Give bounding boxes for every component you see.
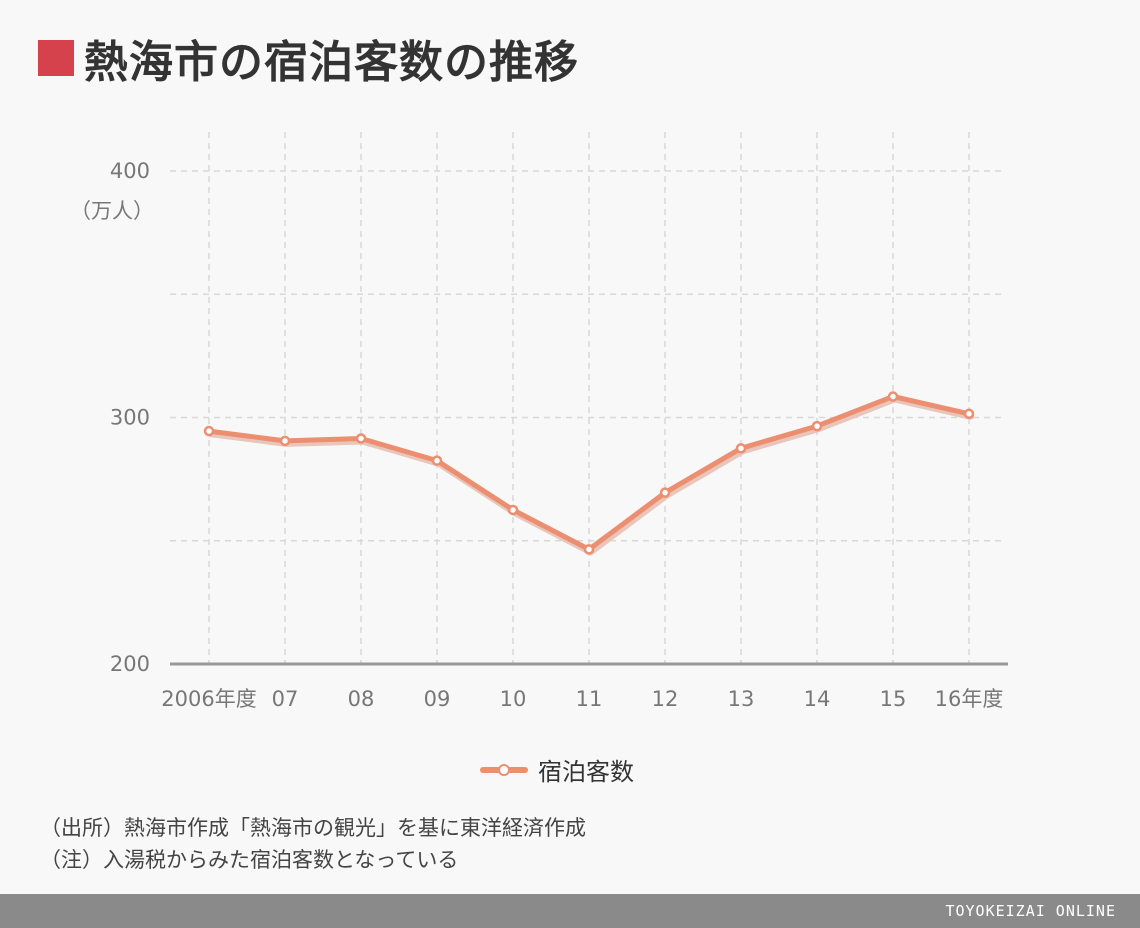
x-tick-label: 15 bbox=[880, 687, 907, 711]
x-tick-label: 16年度 bbox=[935, 687, 1004, 711]
x-tick-label: 07 bbox=[272, 687, 299, 711]
x-tick-label: 2006年度 bbox=[161, 687, 256, 711]
x-tick-label: 10 bbox=[500, 687, 527, 711]
x-tick-label: 11 bbox=[576, 687, 603, 711]
data-point bbox=[659, 487, 671, 498]
data-point bbox=[811, 420, 823, 432]
data-point bbox=[963, 408, 975, 420]
source-note: （出所）熱海市作成「熱海市の観光」を基に東洋経済作成 bbox=[40, 816, 586, 840]
chart-title: 熱海市の宿泊客数の推移 bbox=[38, 28, 579, 88]
series-line-shadow bbox=[207, 395, 974, 556]
data-point bbox=[735, 443, 747, 454]
x-tick-label: 09 bbox=[424, 687, 451, 711]
footer-bar: TOYOKEIZAI ONLINE bbox=[0, 894, 1140, 928]
brand-label: TOYOKEIZAI ONLINE bbox=[945, 902, 1116, 920]
title-text: 熱海市の宿泊客数の推移 bbox=[84, 37, 579, 88]
legend: 宿泊客数 bbox=[478, 752, 634, 787]
y-unit-label: （万人） bbox=[70, 199, 154, 223]
y-tick-label: 400 bbox=[110, 159, 150, 183]
data-point bbox=[887, 391, 899, 402]
x-tick-label: 08 bbox=[348, 687, 375, 711]
data-point bbox=[279, 435, 291, 447]
data-point bbox=[507, 504, 519, 516]
line-chart: 200 300 400 2006年度 07 08 09 10 11 12 13 14 15 16年度 （万… bbox=[70, 132, 1008, 711]
x-tick-label: 12 bbox=[652, 687, 679, 711]
y-tick-label: 300 bbox=[110, 406, 150, 430]
y-tick-label: 200 bbox=[110, 652, 150, 676]
data-point bbox=[355, 433, 367, 444]
legend-swatch bbox=[478, 753, 530, 787]
notes: （出所）熱海市作成「熱海市の観光」を基に東洋経済作成 （注）入湯税からみた宿泊客… bbox=[40, 812, 586, 876]
x-tick-label: 13 bbox=[728, 687, 755, 711]
data-point bbox=[583, 544, 595, 555]
caution-note: （注）入湯税からみた宿泊客数となっている bbox=[40, 848, 459, 872]
legend-label: 宿泊客数 bbox=[538, 758, 634, 786]
x-tick-label: 14 bbox=[804, 687, 831, 711]
data-point bbox=[203, 425, 215, 437]
data-point bbox=[431, 455, 443, 466]
title-marker bbox=[38, 40, 74, 76]
